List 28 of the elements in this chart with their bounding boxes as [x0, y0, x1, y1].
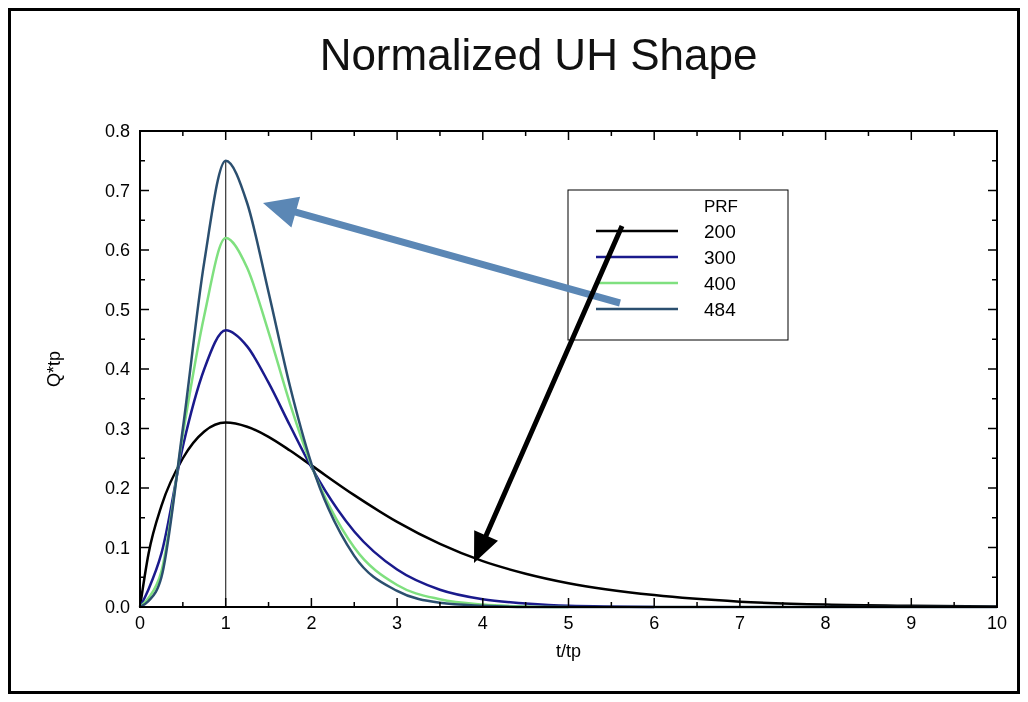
- legend-label: 200: [704, 221, 736, 242]
- y-tick-label: 0.4: [104, 359, 130, 379]
- y-tick-label: 0.0: [104, 597, 130, 617]
- y-tick-label: 0.5: [104, 299, 130, 320]
- y-tick-label: 0.6: [104, 240, 130, 260]
- legend-label: 484: [704, 299, 737, 320]
- chart-title: Normalized UH Shape: [319, 30, 758, 79]
- y-tick-label: 0.1: [104, 537, 130, 558]
- x-tick-label: 1: [220, 613, 231, 633]
- x-tick-label: 5: [563, 613, 574, 633]
- x-tick-label: 3: [392, 613, 403, 633]
- y-tick-label: 0.3: [104, 418, 130, 439]
- x-tick-label: 7: [734, 613, 745, 633]
- x-tick-label: 8: [820, 613, 831, 633]
- x-tick-label: 0: [134, 613, 146, 633]
- x-tick-label: 4: [477, 613, 488, 633]
- legend-label: 300: [704, 247, 736, 268]
- legend-label: 400: [704, 273, 736, 294]
- y-tick-label: 0.8: [104, 121, 130, 141]
- x-tick-label: 10: [986, 613, 1008, 633]
- y-axis-title: Q*tp: [44, 350, 64, 388]
- legend-title: PRF: [704, 197, 738, 216]
- x-tick-label: 6: [649, 613, 660, 633]
- x-axis-title: t/tp: [555, 641, 582, 661]
- y-tick-label: 0.2: [104, 478, 130, 498]
- x-tick-label: 2: [306, 613, 317, 633]
- x-tick-label: 9: [906, 613, 917, 633]
- y-tick-label: 0.7: [104, 180, 130, 201]
